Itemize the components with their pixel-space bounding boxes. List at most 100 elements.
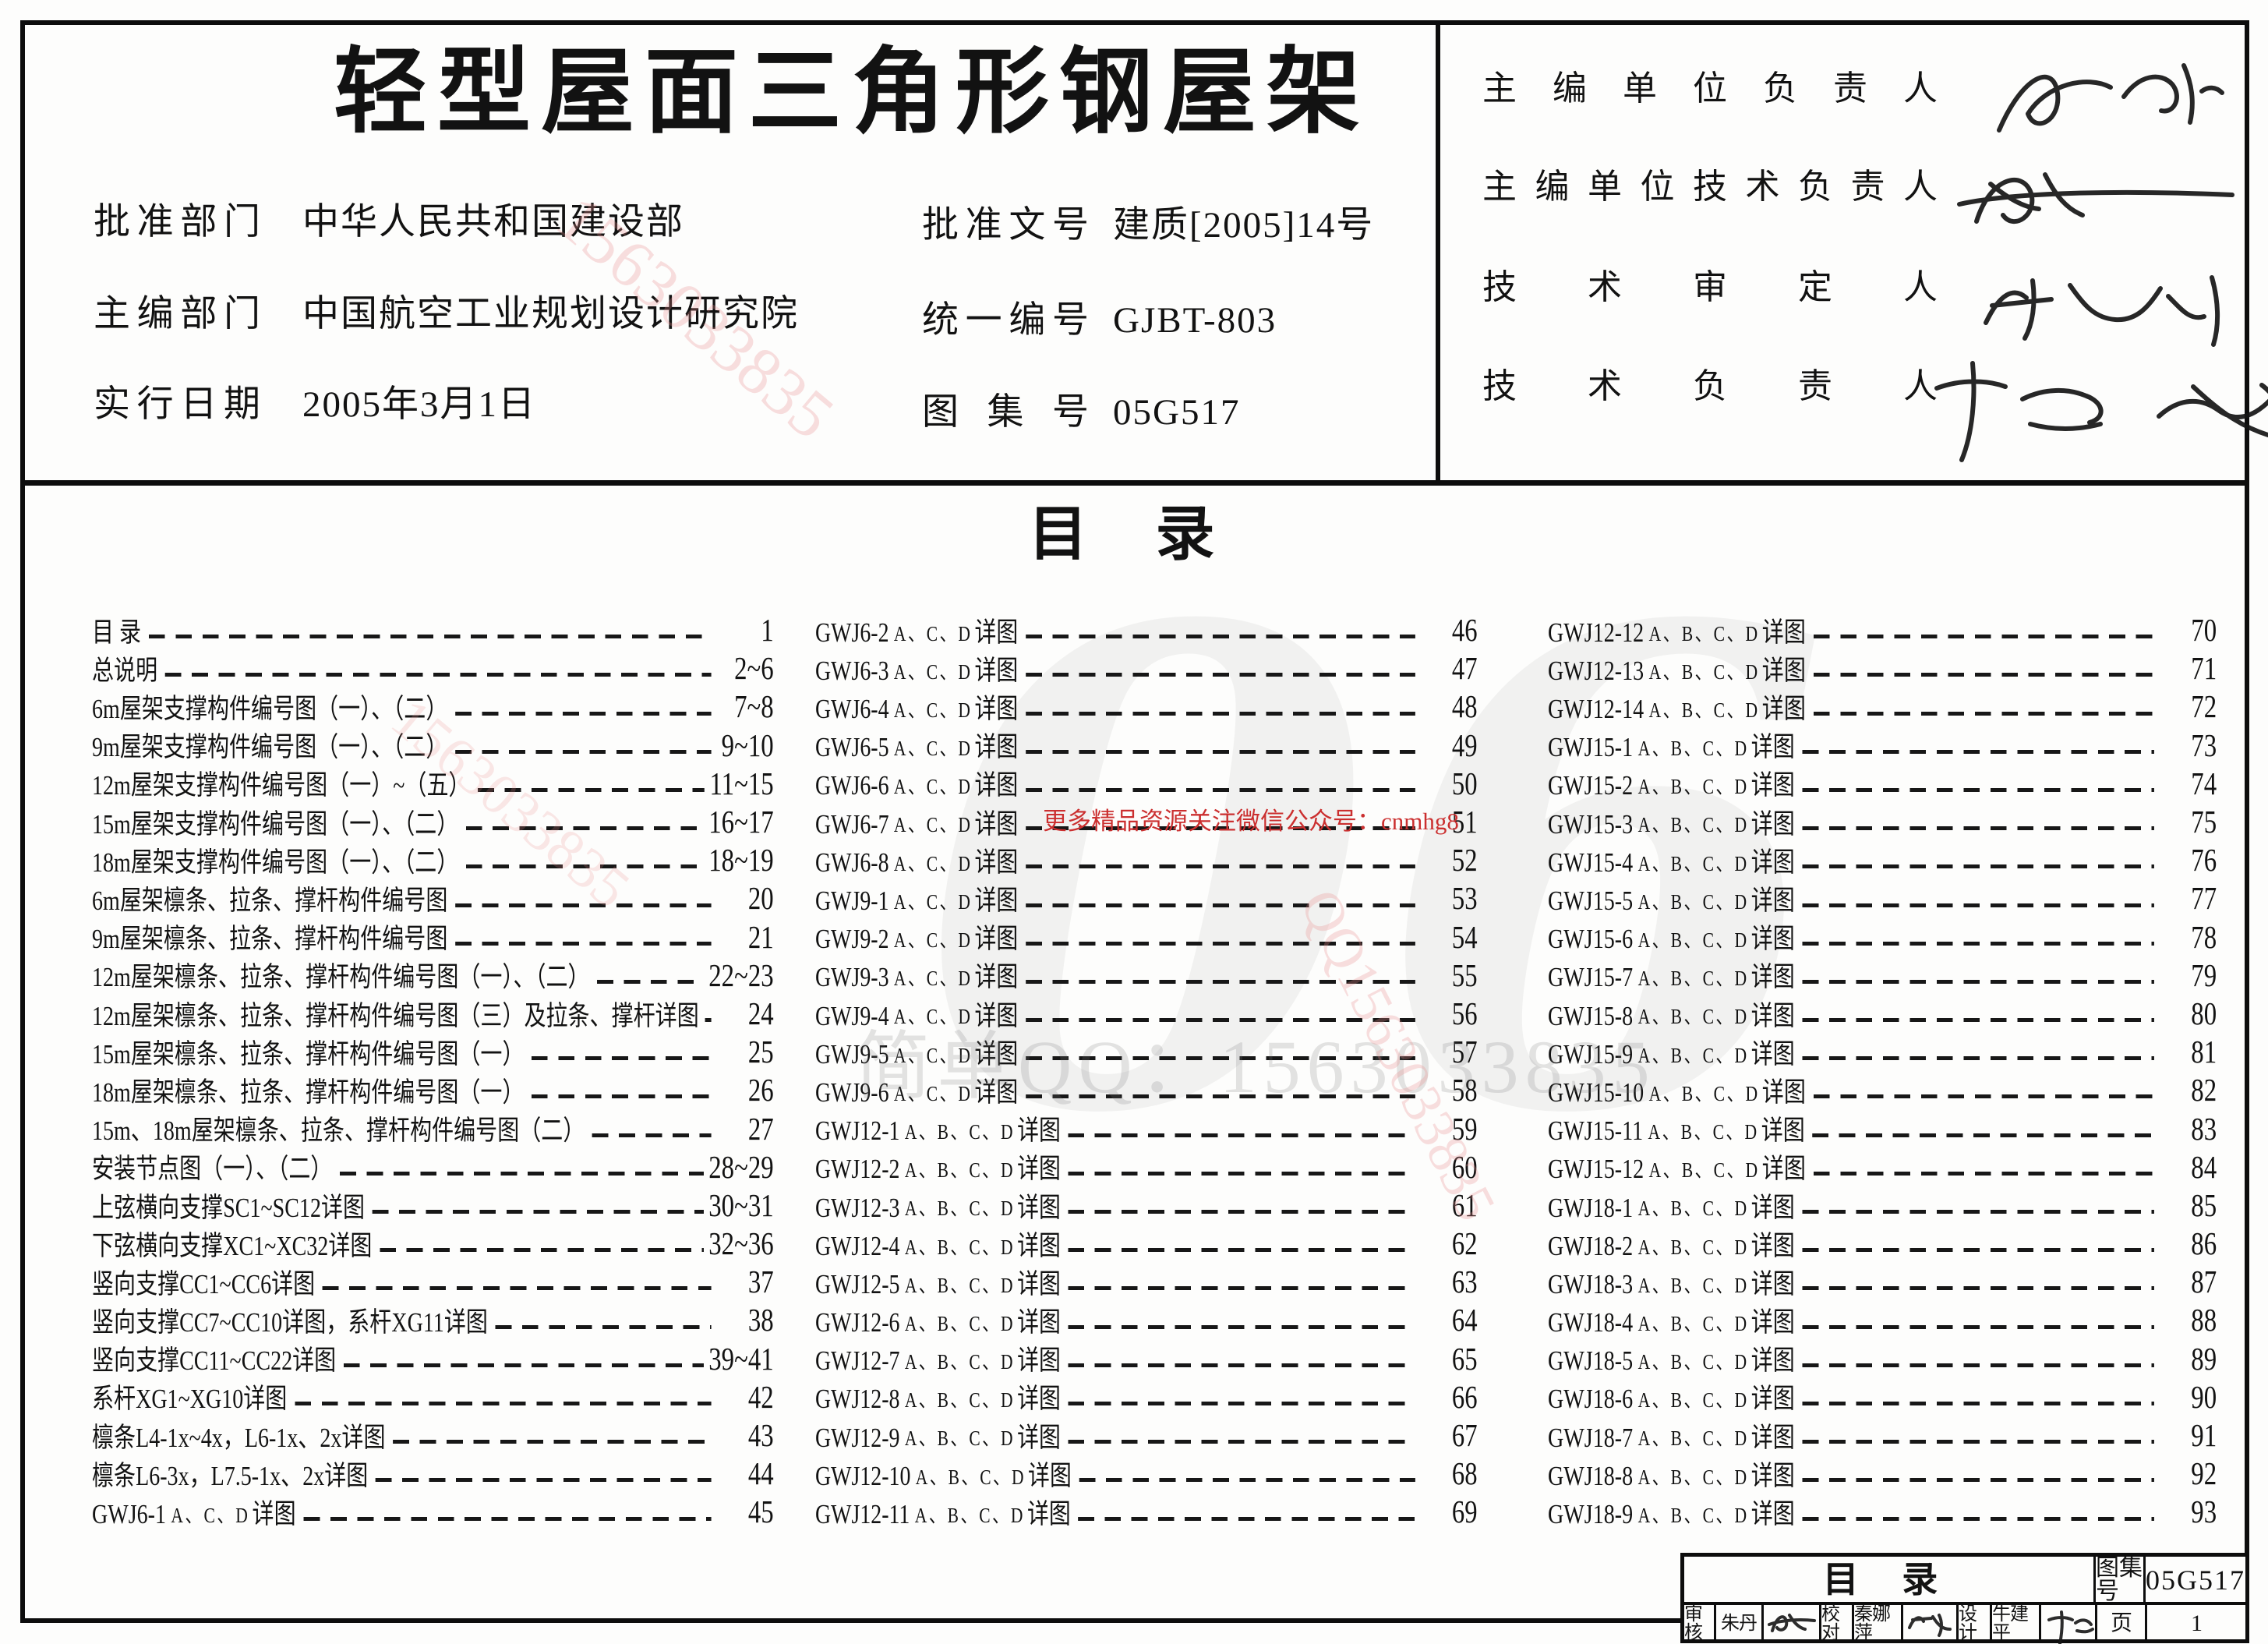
toc-entry: GWJ18-6 A、B、C、D 详图 90 bbox=[1548, 1377, 2217, 1415]
toc-entry-sublabels: A、C、D bbox=[893, 659, 973, 684]
toc-column-3: GWJ12-12 A、B、C、D 详图 70 GWJ12-13 A、B、C、D 详图 71 GW… bbox=[1548, 610, 2217, 1530]
toc-entry: 9m屋架支撑构件编号图（一）、（二） 9~10 bbox=[92, 725, 774, 763]
toc-page-number: 73 bbox=[2191, 727, 2217, 763]
toc-entry-title: 竖向支撑CC1~CC6详图 bbox=[92, 1269, 316, 1299]
toc-page-number: 68 bbox=[1451, 1455, 1478, 1492]
dotted-leader bbox=[1068, 1133, 1415, 1137]
dotted-leader bbox=[1802, 1363, 2154, 1367]
toc-page-number: 28~29 bbox=[708, 1148, 774, 1185]
dotted-leader bbox=[1068, 1401, 1415, 1405]
toc-page-number: 32~36 bbox=[708, 1225, 774, 1262]
toc-page-number: 22~23 bbox=[708, 956, 774, 993]
toc-page-number: 44 bbox=[747, 1455, 774, 1492]
toc-page-number: 51 bbox=[1451, 804, 1478, 840]
dotted-leader bbox=[340, 1171, 704, 1176]
dotted-leader bbox=[1802, 864, 2154, 869]
toc-page-number: 9~10 bbox=[721, 727, 774, 763]
toc-entry-title: 15m屋架檩条、拉条、撑杆构件编号图（一） bbox=[92, 1039, 525, 1069]
dotted-leader bbox=[454, 903, 712, 907]
toc-entry-title: GWJ18-5 bbox=[1548, 1346, 1634, 1377]
page-title: 轻型屋面三角形钢屋架 bbox=[334, 40, 1370, 144]
toc-entry-title: 12m屋架檩条、拉条、撑杆构件编号图（一）、（二） bbox=[92, 963, 590, 993]
toc-entry-sublabels: A、B、C、D bbox=[904, 1388, 1015, 1412]
dotted-leader bbox=[454, 711, 712, 716]
toc-entry: 12m屋架檩条、拉条、撑杆构件编号图（三）及拉条、撑杆详图 24 bbox=[92, 993, 774, 1031]
toc-entry: GWJ12-12 A、B、C、D 详图 70 bbox=[1548, 610, 2217, 648]
dotted-leader bbox=[1068, 1210, 1415, 1214]
toc-entry-title: GWJ18-2 bbox=[1548, 1231, 1634, 1261]
dotted-leader bbox=[592, 1133, 712, 1137]
designer-name: 牛建平 bbox=[1992, 1605, 2041, 1642]
toc-entry-sublabels: A、B、C、D bbox=[1648, 621, 1760, 645]
toc-entry-title-suffix: 详图 bbox=[1750, 1193, 1795, 1223]
chief-editor-unit-tech-head-label: 主编单位技术负责人 bbox=[1482, 168, 1938, 206]
toc-entry: GWJ12-2 A、B、C、D 详图 60 bbox=[815, 1147, 1478, 1185]
toc-page-number: 85 bbox=[2191, 1186, 2217, 1223]
toc-entry: GWJ12-9 A、B、C、D 详图 67 bbox=[815, 1415, 1478, 1453]
toc-entry-title-suffix: 详图 bbox=[252, 1500, 296, 1529]
dotted-leader bbox=[532, 1056, 712, 1061]
toc-entry: GWJ12-8 A、B、C、D 详图 66 bbox=[815, 1377, 1478, 1415]
toc-entry-title: 9m屋架檩条、拉条、撑杆构件编号图 bbox=[92, 925, 448, 955]
toc-entry-sublabels: A、B、C、D bbox=[1637, 775, 1749, 799]
dotted-leader bbox=[380, 1248, 704, 1253]
toc-entry: GWJ12-7 A、B、C、D 详图 65 bbox=[815, 1338, 1478, 1377]
toc-entry-sublabels: A、B、C、D bbox=[1637, 1503, 1749, 1527]
toc-entry-title: GWJ18-8 bbox=[1548, 1461, 1634, 1491]
toc-entry-title: 竖向支撑CC7~CC10详图，系杆XG11详图 bbox=[92, 1308, 488, 1338]
dotted-leader bbox=[454, 941, 712, 946]
dotted-leader bbox=[1025, 787, 1415, 792]
toc-entry-title-suffix: 详图 bbox=[1017, 1269, 1061, 1299]
toc-page-number: 65 bbox=[1451, 1340, 1478, 1377]
dotted-leader bbox=[1068, 1363, 1415, 1367]
toc-entry: GWJ9-5 A、C、D 详图 57 bbox=[815, 1031, 1478, 1069]
toc-entry-title: 6m屋架檩条、拉条、撑杆构件编号图 bbox=[92, 886, 448, 916]
dotted-leader bbox=[1068, 1248, 1415, 1253]
toc-page-number: 66 bbox=[1451, 1378, 1478, 1415]
toc-page-number: 49 bbox=[1451, 727, 1478, 763]
dotted-leader bbox=[478, 787, 705, 792]
tech-approver-label: 技术审定人 bbox=[1482, 268, 1938, 306]
title-block-page-label: 页 bbox=[2097, 1605, 2147, 1642]
toc-entry-title: 12m屋架檩条、拉条、撑杆构件编号图（三）及拉条、撑杆详图 bbox=[92, 1001, 698, 1031]
toc-entry: GWJ15-12 A、B、C、D 详图 84 bbox=[1548, 1147, 2217, 1185]
toc-entry-sublabels: A、B、C、D bbox=[1637, 1043, 1749, 1067]
toc-entry: GWJ12-14 A、B、C、D 详图 72 bbox=[1548, 686, 2217, 724]
toc-entry-title-suffix: 详图 bbox=[1750, 847, 1795, 878]
unified-no-value: GJBT-803 bbox=[1113, 300, 1277, 341]
toc-page-number: 82 bbox=[2191, 1072, 2217, 1108]
toc-entry-sublabels: A、B、C、D bbox=[904, 1427, 1015, 1451]
toc-page-number: 78 bbox=[2191, 918, 2217, 955]
dotted-leader bbox=[1068, 1286, 1415, 1291]
effective-date-label: 实行日期 bbox=[94, 384, 260, 425]
toc-page-number: 16~17 bbox=[708, 804, 774, 840]
toc-page-number: 52 bbox=[1451, 842, 1478, 879]
reviewer-role-label: 审核 bbox=[1684, 1605, 1716, 1642]
dotted-leader bbox=[705, 1018, 712, 1023]
approval-dept-label: 批准部门 bbox=[94, 202, 260, 242]
toc-entry: 15m、18m屋架檩条、拉条、撑杆构件编号图（二） 27 bbox=[92, 1108, 774, 1146]
dotted-leader bbox=[303, 1516, 712, 1521]
toc-entry-title: GWJ15-9 bbox=[1548, 1039, 1634, 1069]
dotted-leader bbox=[1813, 711, 2154, 716]
dotted-leader bbox=[1078, 1516, 1415, 1521]
toc-page-number: 84 bbox=[2191, 1148, 2217, 1185]
dotted-leader bbox=[1802, 1516, 2154, 1521]
dotted-leader bbox=[372, 1210, 704, 1214]
toc-page-number: 67 bbox=[1451, 1417, 1478, 1454]
toc-entry: 安装节点图（一）、（二） 28~29 bbox=[92, 1147, 774, 1185]
toc-entry-title: GWJ12-13 bbox=[1548, 656, 1644, 686]
toc-entry-sublabels: A、C、D bbox=[171, 1503, 250, 1527]
toc-entry: GWJ12-13 A、B、C、D 详图 71 bbox=[1548, 648, 2217, 686]
toc-entry-title: GWJ15-6 bbox=[1548, 925, 1634, 955]
checker-name: 秦娜萍 bbox=[1854, 1605, 1903, 1642]
title-block-atlas-no: 05G517 bbox=[2146, 1564, 2245, 1596]
toc-entry-title: 18m屋架檩条、拉条、撑杆构件编号图（一） bbox=[92, 1077, 525, 1108]
dotted-leader bbox=[1025, 826, 1415, 831]
dotted-leader bbox=[322, 1286, 712, 1291]
toc-page-number: 7~8 bbox=[734, 688, 774, 725]
toc-entry: GWJ6-4 A、C、D 详图 48 bbox=[815, 686, 1478, 724]
dotted-leader bbox=[1813, 635, 2154, 639]
toc-page-number: 37 bbox=[747, 1264, 774, 1300]
toc-entry-title: GWJ12-10 bbox=[815, 1461, 911, 1491]
